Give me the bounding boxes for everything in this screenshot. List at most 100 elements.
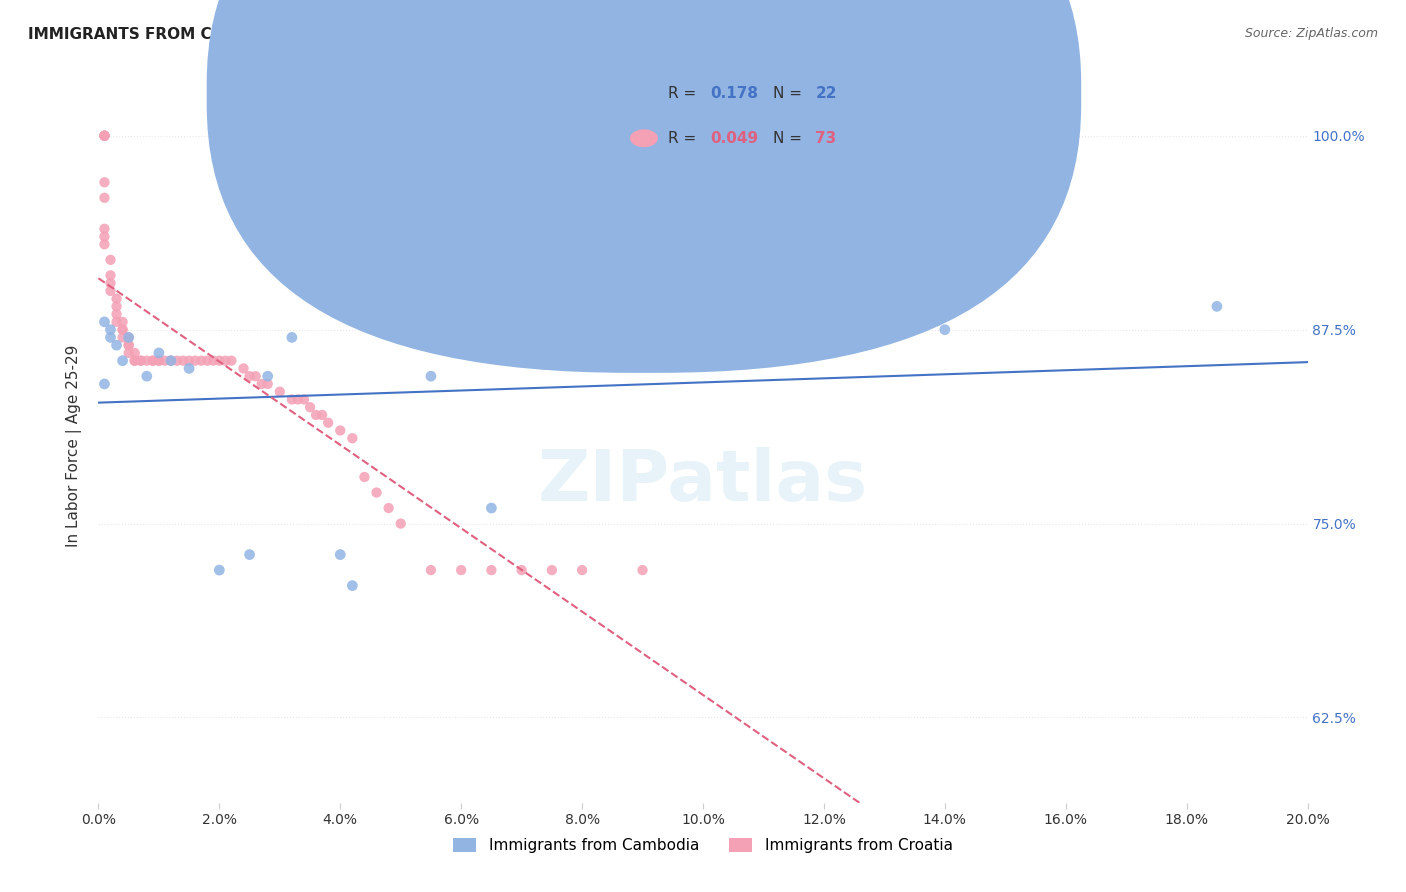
Point <box>142 353 165 368</box>
Point <box>100 268 122 283</box>
Point <box>148 346 170 360</box>
Point <box>100 323 122 337</box>
Point <box>105 338 128 352</box>
Point <box>105 299 128 313</box>
Point <box>256 376 278 391</box>
Text: Source: ZipAtlas.com: Source: ZipAtlas.com <box>1244 27 1378 40</box>
Point <box>142 353 165 368</box>
Point <box>93 128 115 143</box>
Point <box>118 330 141 344</box>
Point <box>250 376 273 391</box>
Point <box>256 369 278 384</box>
Point <box>202 353 225 368</box>
Point <box>118 346 141 360</box>
Point <box>450 563 472 577</box>
Point <box>281 330 304 344</box>
Point <box>148 353 170 368</box>
Point <box>100 330 122 344</box>
Text: N =: N = <box>773 87 807 101</box>
Point <box>129 353 152 368</box>
Point <box>184 353 207 368</box>
Point <box>179 361 201 376</box>
Point <box>105 307 128 321</box>
Point <box>389 516 412 531</box>
Point <box>221 353 243 368</box>
Point <box>93 222 115 236</box>
Point <box>571 563 593 577</box>
Point <box>269 384 291 399</box>
Point <box>214 353 236 368</box>
Point <box>166 353 188 368</box>
Point <box>510 563 533 577</box>
Text: R =: R = <box>668 87 702 101</box>
Point <box>311 408 333 422</box>
Point <box>118 338 141 352</box>
Text: IMMIGRANTS FROM CAMBODIA VS IMMIGRANTS FROM CROATIA IN LABOR FORCE | AGE 25-29 C: IMMIGRANTS FROM CAMBODIA VS IMMIGRANTS F… <box>28 27 1015 43</box>
Point <box>100 284 122 298</box>
Point <box>135 353 157 368</box>
Point <box>245 369 267 384</box>
Point <box>153 353 176 368</box>
Point <box>148 353 170 368</box>
Point <box>366 485 388 500</box>
Point <box>377 501 399 516</box>
Point <box>111 323 134 337</box>
Point <box>752 315 775 329</box>
Point <box>124 353 146 368</box>
Point <box>124 353 146 368</box>
Point <box>281 392 304 407</box>
Point <box>129 353 152 368</box>
Text: N =: N = <box>773 131 807 145</box>
Point <box>287 392 309 407</box>
Point <box>111 323 134 337</box>
Point <box>353 470 375 484</box>
Point <box>481 563 503 577</box>
Point <box>316 416 339 430</box>
Point <box>420 563 443 577</box>
Point <box>93 191 115 205</box>
Point <box>93 315 115 329</box>
Point <box>105 292 128 306</box>
Point <box>93 237 115 252</box>
Point <box>93 175 115 189</box>
Y-axis label: In Labor Force | Age 25-29: In Labor Force | Age 25-29 <box>66 345 83 547</box>
Point <box>111 330 134 344</box>
Point <box>190 353 212 368</box>
Point <box>208 563 231 577</box>
Point <box>124 346 146 360</box>
Point <box>93 128 115 143</box>
Point <box>239 369 262 384</box>
Text: 0.049: 0.049 <box>710 131 758 145</box>
Point <box>93 128 115 143</box>
Point <box>329 548 352 562</box>
Point <box>420 369 443 384</box>
Text: 73: 73 <box>815 131 837 145</box>
Point <box>329 424 352 438</box>
Point <box>172 353 194 368</box>
Point <box>93 128 115 143</box>
Point <box>934 323 956 337</box>
Point <box>105 315 128 329</box>
Text: R =: R = <box>668 131 702 145</box>
Point <box>540 563 562 577</box>
Point <box>93 376 115 391</box>
Point <box>100 276 122 290</box>
Point <box>100 252 122 267</box>
Point <box>481 501 503 516</box>
Point <box>631 563 654 577</box>
Point <box>342 579 364 593</box>
Point <box>195 353 218 368</box>
Point <box>208 353 231 368</box>
Point <box>239 548 262 562</box>
Point <box>118 330 141 344</box>
Text: 0.178: 0.178 <box>710 87 758 101</box>
Point <box>179 353 201 368</box>
Point <box>305 408 328 422</box>
Legend: Immigrants from Cambodia, Immigrants from Croatia: Immigrants from Cambodia, Immigrants fro… <box>447 832 959 859</box>
Point <box>111 315 134 329</box>
Point <box>232 361 254 376</box>
Text: 22: 22 <box>815 87 837 101</box>
Point <box>292 392 315 407</box>
Point <box>111 353 134 368</box>
Point <box>135 369 157 384</box>
